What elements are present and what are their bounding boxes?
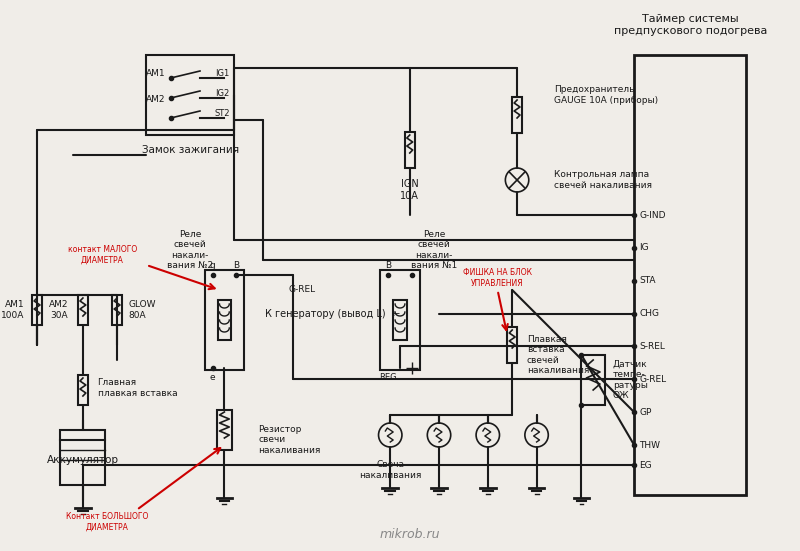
Text: e: e: [210, 374, 215, 382]
Bar: [205, 270, 244, 370]
Text: Замок зажигания: Замок зажигания: [142, 145, 238, 155]
Text: ФИШКА НА БЛОК
УПРАВЛЕНИЯ: ФИШКА НА БЛОК УПРАВЛЕНИЯ: [463, 268, 532, 288]
Text: IGN
10A: IGN 10A: [400, 179, 419, 201]
Text: g: g: [210, 261, 215, 269]
Text: GP: GP: [639, 408, 651, 417]
Text: AM1: AM1: [146, 68, 166, 78]
Bar: [634, 55, 746, 495]
Text: Аккумулятор: Аккумулятор: [47, 455, 119, 465]
Text: IG1: IG1: [214, 68, 229, 78]
Bar: [146, 55, 234, 135]
Text: S-REL: S-REL: [639, 342, 665, 351]
Text: Реле
свечей
накали-
вания №1: Реле свечей накали- вания №1: [411, 230, 458, 270]
Bar: [217, 410, 232, 450]
Text: THW: THW: [639, 440, 660, 450]
Bar: [218, 300, 231, 340]
Bar: [405, 132, 414, 168]
Text: EG: EG: [639, 461, 652, 469]
Bar: [78, 375, 88, 405]
Text: B: B: [233, 261, 239, 269]
Text: GLOW
80A: GLOW 80A: [129, 300, 156, 320]
Text: Резистор
свечи
накаливания: Резистор свечи накаливания: [258, 425, 321, 455]
Text: Предохранитель
GAUGE 10A (приборы): Предохранитель GAUGE 10A (приборы): [554, 85, 658, 105]
Text: Контакт БОЛЬШОГО
ДИАМЕТРА: Контакт БОЛЬШОГО ДИАМЕТРА: [66, 512, 149, 532]
Text: STA: STA: [639, 276, 655, 285]
Bar: [582, 355, 605, 405]
Text: G-IND: G-IND: [639, 210, 666, 219]
Bar: [507, 327, 517, 363]
Text: ST2: ST2: [214, 109, 230, 117]
Bar: [393, 300, 407, 340]
Text: IG: IG: [639, 244, 649, 252]
Text: IG2: IG2: [214, 89, 229, 98]
Text: контакт МАЛОГО
ДИАМЕТРА: контакт МАЛОГО ДИАМЕТРА: [68, 245, 137, 264]
Bar: [512, 97, 522, 133]
Text: К генератору (вывод L)  ←: К генератору (вывод L) ←: [265, 309, 400, 318]
Bar: [32, 295, 42, 325]
Text: G-REL: G-REL: [289, 285, 316, 294]
Text: REG: REG: [379, 374, 397, 382]
Text: Таймер системы
предпускового подогрева: Таймер системы предпускового подогрева: [614, 14, 767, 36]
Text: AM2
30A: AM2 30A: [49, 300, 68, 320]
Text: Свеча
накаливания: Свеча накаливания: [359, 460, 422, 480]
Text: Контрольная лампа
свечей накаливания: Контрольная лампа свечей накаливания: [554, 170, 652, 190]
Bar: [61, 430, 106, 485]
Text: Датчик
темпе-
ратуры
ОЖ: Датчик темпе- ратуры ОЖ: [613, 360, 647, 400]
Text: mikrob.ru: mikrob.ru: [379, 528, 440, 542]
Text: B: B: [386, 261, 391, 269]
Text: Главная
плавкая вставка: Главная плавкая вставка: [98, 379, 177, 398]
Text: CHG: CHG: [639, 309, 659, 318]
Text: Плавкая
вставка
свечей
накаливания: Плавкая вставка свечей накаливания: [527, 335, 589, 375]
Bar: [381, 270, 419, 370]
Text: AM2: AM2: [146, 95, 166, 105]
Bar: [112, 295, 122, 325]
Text: G-REL: G-REL: [639, 375, 666, 384]
Text: Реле
свечей
накали-
вания №2: Реле свечей накали- вания №2: [167, 230, 214, 270]
Bar: [78, 295, 88, 325]
Text: AM1
100A: AM1 100A: [1, 300, 24, 320]
